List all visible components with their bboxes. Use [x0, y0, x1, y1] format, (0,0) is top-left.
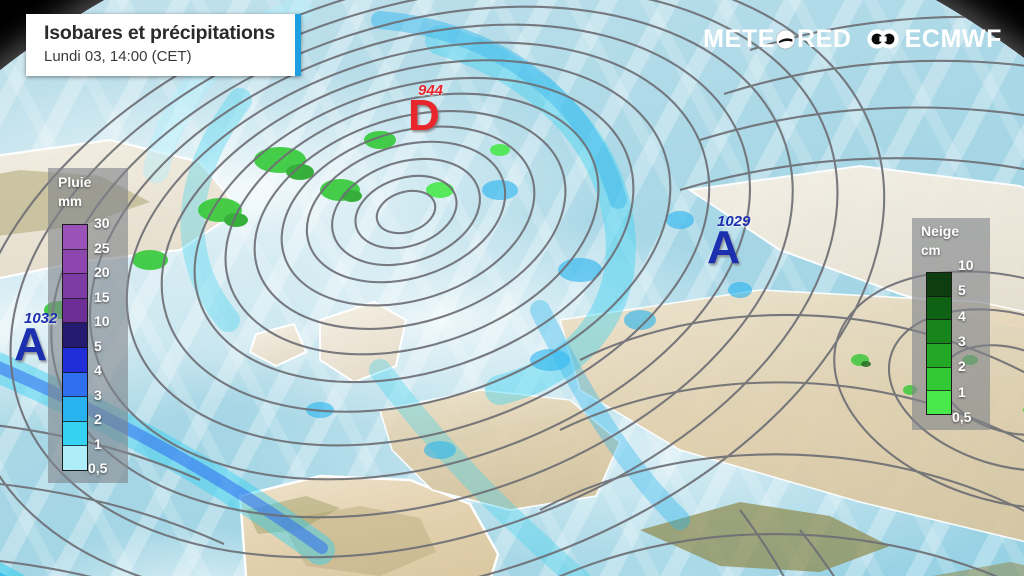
legend-rain-band [63, 372, 87, 398]
pressure-letter: D [408, 91, 440, 140]
legend-snow-title: Neige [921, 223, 960, 239]
legend-rain-tick: 20 [94, 264, 110, 280]
legend-rain-band [63, 397, 87, 422]
legend-rain-band [63, 421, 87, 447]
legend-snow-band [927, 320, 951, 345]
legend-rain-band [63, 274, 87, 299]
legend-rain-tick: 15 [94, 288, 110, 305]
legend-rain-unit: mm [58, 194, 83, 209]
legend-rain-tick: 0,5 [88, 460, 108, 476]
legend-rain-tick: 4 [94, 362, 102, 378]
legend-rain-band [63, 249, 87, 275]
ecmwf-logo-icon[interactable]: ECMWF [866, 24, 1002, 53]
meteored-text-part2: RED [796, 24, 852, 53]
legend-snow-band [927, 344, 951, 368]
page-title: Isobares et précipitations [44, 22, 276, 44]
legend-rain-tick: 3 [94, 386, 102, 403]
legend-rain-tick: 1 [94, 435, 102, 452]
legend-snow-tick: 1 [958, 383, 966, 400]
legend-snow-scale [926, 272, 952, 415]
legend-snow-band [927, 296, 951, 321]
legend-rain-scale [62, 224, 88, 471]
legend-snow-tick: 0,5 [952, 409, 972, 425]
legend-snow-ticks: 10 5 4 3 2 1 0,5 [952, 257, 990, 425]
legend-rain-tick: 2 [94, 411, 102, 427]
legend-snow: Neige cm 10 5 4 3 2 1 0,5 [912, 218, 990, 430]
pressure-value: 944 [418, 82, 444, 99]
meteored-o-icon [775, 29, 796, 50]
legend-snow-band [927, 391, 951, 415]
legend-snow-band [927, 367, 951, 392]
legend-rain-tick: 25 [94, 239, 110, 256]
brand-bar: METE RED ECMWF [703, 24, 1002, 54]
legend-rain-tick: 10 [94, 313, 110, 329]
legend-rain: Pluie mm 30 25 20 15 10 5 4 3 2 1 0,5 [48, 168, 128, 483]
legend-rain-band [63, 225, 87, 250]
legend-snow-unit: cm [921, 243, 941, 258]
legend-rain-ticks: 30 25 20 15 10 5 4 3 2 1 0,5 [88, 215, 128, 476]
legend-snow-band [927, 273, 951, 297]
ecmwf-text: ECMWF [904, 24, 1002, 53]
legend-rain-band [63, 323, 87, 348]
legend-rain-band [63, 298, 87, 324]
title-card: Isobares et précipitations Lundi 03, 14:… [26, 14, 301, 76]
legend-snow-tick: 4 [958, 307, 966, 324]
legend-rain-band [63, 446, 87, 470]
legend-snow-tick: 3 [958, 333, 966, 349]
legend-rain-band [63, 347, 87, 373]
pressure-letter: A [707, 221, 741, 273]
meteored-logo-icon[interactable]: METE RED [703, 24, 852, 53]
legend-snow-tick: 10 [958, 257, 974, 273]
pressure-value: 1032 [24, 310, 58, 327]
legend-rain-tick: 5 [94, 337, 102, 354]
meteored-text-part1: METE [703, 24, 775, 53]
ecmwf-mark-icon [866, 29, 899, 49]
legend-rain-tick: 30 [94, 215, 110, 231]
pressure-value: 1029 [717, 213, 751, 230]
legend-snow-tick: 5 [958, 282, 966, 299]
forecast-timestamp: Lundi 03, 14:00 (CET) [44, 48, 192, 65]
pressure-letter: A [14, 318, 48, 370]
legend-snow-tick: 2 [958, 358, 966, 375]
title-accent-bar [295, 14, 301, 76]
legend-rain-title: Pluie [58, 174, 92, 190]
